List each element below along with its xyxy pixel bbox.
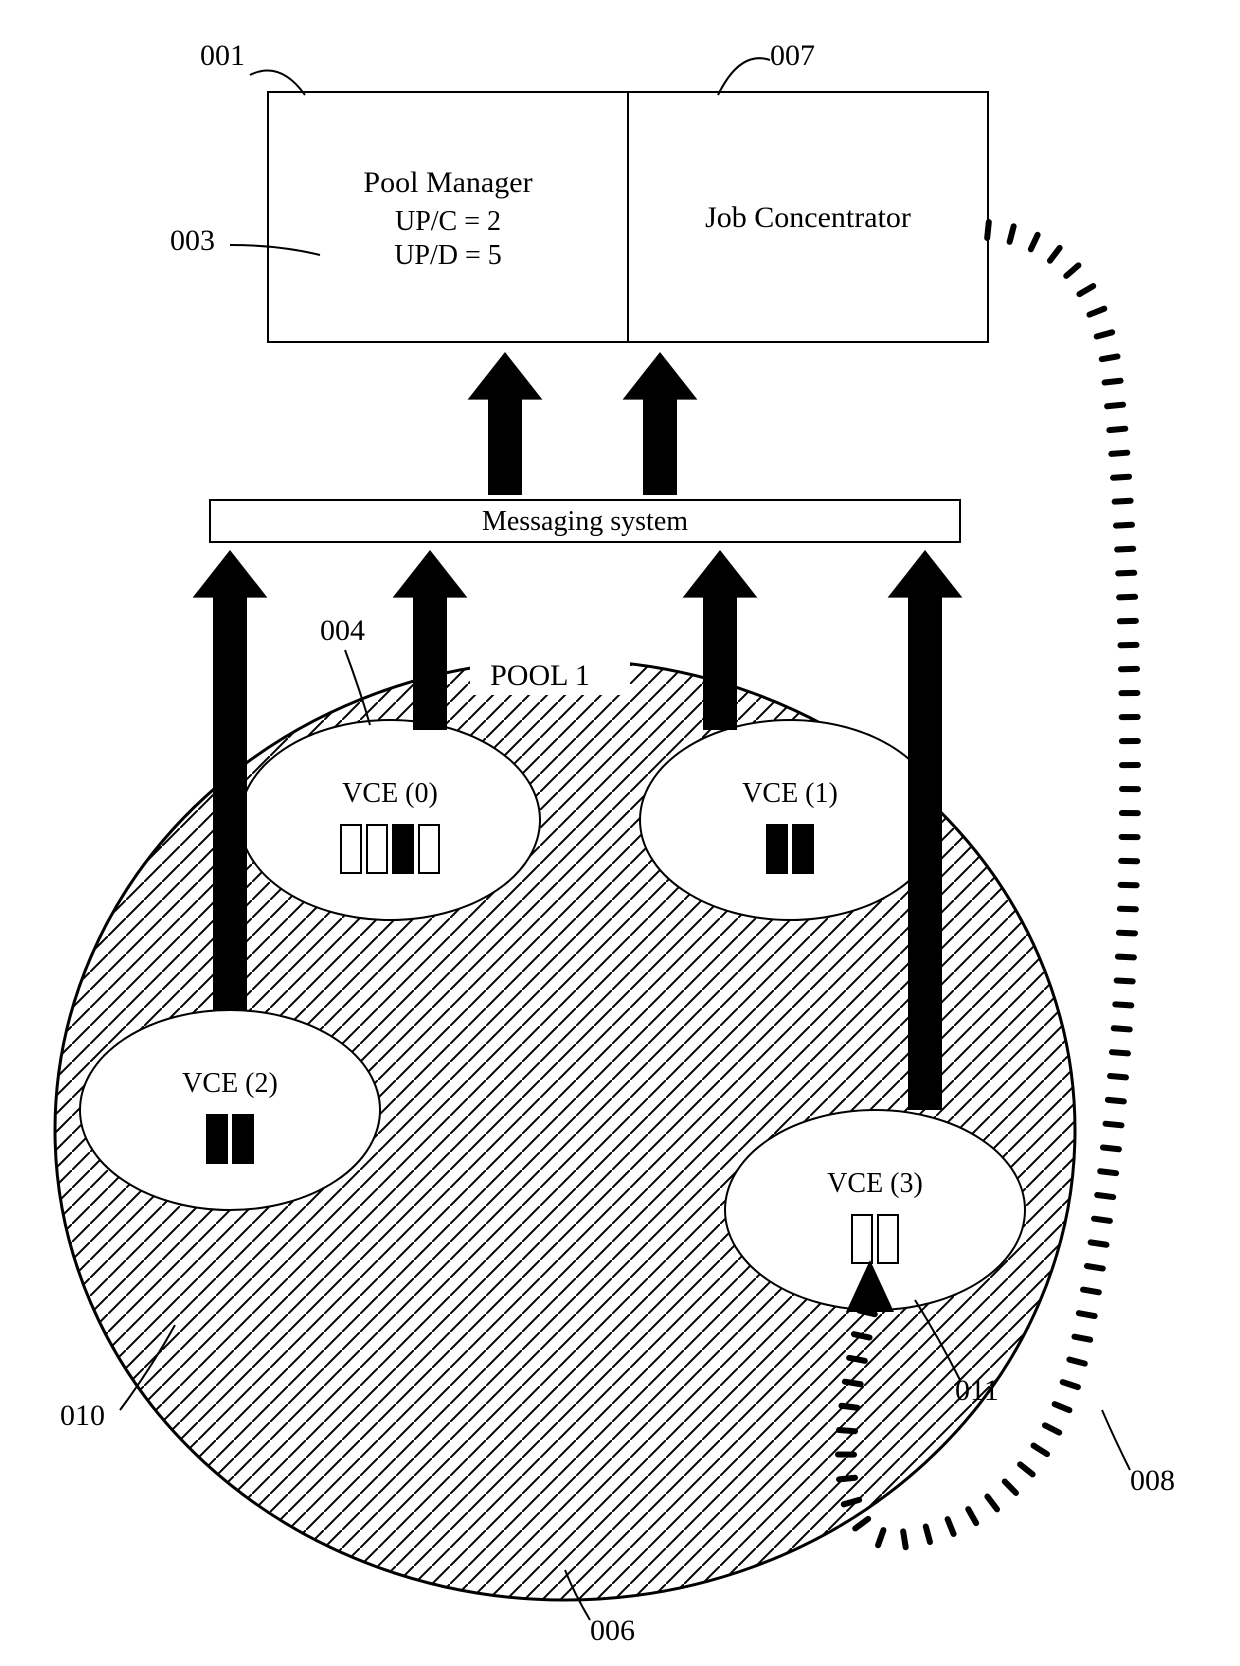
system-diagram: VCE (0) VCE (1) VCE (2) VCE (3) POOL 1 Messag… <box>0 0 1240 1666</box>
pool-manager-line1: UP/C = 2 <box>395 206 501 237</box>
vce0-label: VCE (0) <box>342 778 438 809</box>
vce0-slot-0 <box>341 825 361 873</box>
vce3-label: VCE (3) <box>827 1168 923 1199</box>
ref-006: 006 <box>590 1614 635 1647</box>
ref-007: 007 <box>770 39 815 72</box>
pool-label: POOL 1 <box>490 659 590 692</box>
job-concentrator-title: Job Concentrator <box>705 201 911 234</box>
pool-manager-title: Pool Manager <box>363 166 532 199</box>
vce3-slot-0 <box>852 1215 872 1263</box>
vce2-label: VCE (2) <box>182 1068 278 1099</box>
vce0-slot-3 <box>419 825 439 873</box>
vce1-label: VCE (1) <box>742 778 838 809</box>
vce3-slot-1 <box>878 1215 898 1263</box>
arrow <box>623 352 698 495</box>
ref-011: 011 <box>955 1374 999 1407</box>
vce0-ellipse <box>240 720 540 920</box>
lead-008 <box>1102 1410 1130 1470</box>
ref-008: 008 <box>1130 1464 1175 1497</box>
vce1-ellipse <box>640 720 940 920</box>
pool-manager-line2: UP/D = 5 <box>394 240 502 271</box>
vce0-slot-2 <box>393 825 413 873</box>
ref-004: 004 <box>320 614 365 647</box>
vce2-slot-0 <box>207 1115 227 1163</box>
vce2-ellipse <box>80 1010 380 1210</box>
lead-007 <box>718 58 770 95</box>
vce1-slot-1 <box>793 825 813 873</box>
ref-001: 001 <box>200 39 245 72</box>
arrow <box>468 352 543 495</box>
vce1-slot-0 <box>767 825 787 873</box>
messaging-label: Messaging system <box>482 506 688 537</box>
ref-010: 010 <box>60 1399 105 1432</box>
vce0-slot-1 <box>367 825 387 873</box>
vce2-slot-1 <box>233 1115 253 1163</box>
ref-003: 003 <box>170 224 215 257</box>
